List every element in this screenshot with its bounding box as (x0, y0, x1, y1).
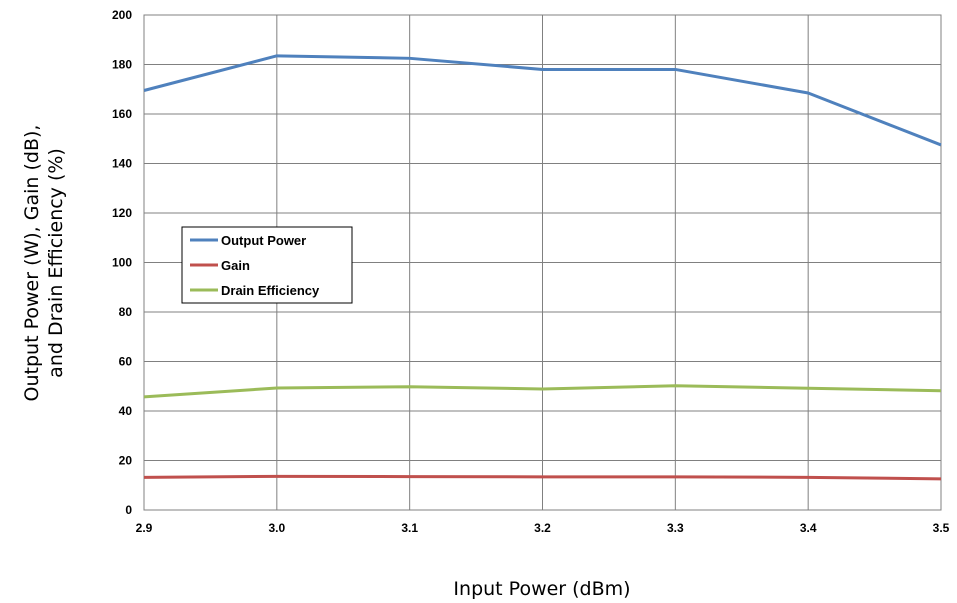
x-tick-labels: 2.9 3.0 3.1 3.2 3.3 3.4 3.5 (136, 521, 950, 535)
y-tick-label: 40 (119, 404, 133, 418)
y-tick-label: 100 (112, 256, 132, 270)
legend-label-gain: Gain (221, 258, 250, 273)
x-tick-label: 3.5 (933, 521, 950, 535)
y-axis-title: Output Power (W), Gain (dB), and Drain E… (21, 125, 67, 402)
y-tick-label: 140 (112, 157, 132, 171)
legend-label-drain-efficiency: Drain Efficiency (221, 283, 320, 298)
plot-area-border (143, 14, 942, 511)
y-axis-title-line-2: and Drain Efficiency (%) (45, 148, 67, 378)
x-tick-label: 3.1 (401, 521, 418, 535)
x-tick-label: 3.3 (667, 521, 684, 535)
y-tick-label: 180 (112, 58, 132, 72)
x-tick-label: 3.4 (800, 521, 817, 535)
y-tick-labels: 0 20 40 60 80 100 120 140 160 180 200 (112, 8, 132, 517)
series-lines (143, 54, 942, 481)
y-tick-label: 200 (112, 8, 132, 22)
x-tick-label: 3.0 (268, 521, 285, 535)
x-tick-label: 2.9 (136, 521, 153, 535)
x-axis-title: Input Power (dBm) (453, 578, 630, 600)
series-line-output-power (143, 54, 942, 147)
legend: Output Power Gain Drain Efficiency (181, 226, 353, 304)
series-line-drain-efficiency (143, 384, 942, 399)
y-tick-label: 120 (112, 206, 132, 220)
y-tick-label: 60 (119, 355, 133, 369)
legend-label-output-power: Output Power (221, 233, 306, 248)
y-tick-label: 80 (119, 305, 133, 319)
y-axis-title-line-1: Output Power (W), Gain (dB), (21, 125, 43, 402)
y-tick-label: 20 (119, 454, 133, 468)
y-tick-label: 0 (125, 503, 132, 517)
y-tick-label: 160 (112, 107, 132, 121)
x-tick-label: 3.2 (534, 521, 551, 535)
series-line-gain (143, 474, 942, 481)
